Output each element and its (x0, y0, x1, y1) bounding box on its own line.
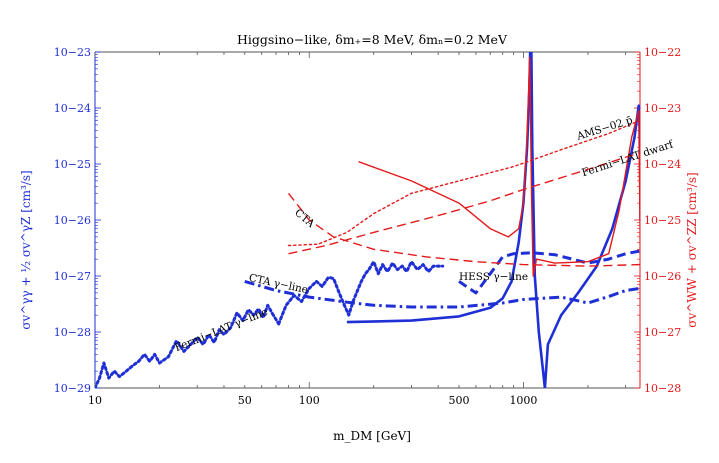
series-line-wino-prediction (346, 52, 640, 388)
y-right-tick-label: 10−22 (644, 46, 681, 59)
y-right-tick-label: 10−27 (644, 326, 681, 339)
series-line-cta (287, 192, 640, 267)
x-tick-label: 50 (238, 394, 252, 407)
y-left-tick-label: 10−23 (54, 46, 91, 59)
y-right-tick-label: 10−24 (644, 158, 681, 171)
series-group (95, 52, 640, 388)
y-left-tick-label: 10−25 (54, 158, 91, 171)
series-line-fermi-lat-line (95, 303, 281, 388)
chart-title: Higgsino−like, δm₊=8 MeV, δmₙ=0.2 MeV (237, 32, 508, 47)
x-tick-label: 1000 (509, 394, 537, 407)
y-left-tick-label: 10−24 (54, 102, 91, 115)
y-left-tick-label: 10−29 (54, 382, 91, 395)
x-axis-title: m_DM [GeV] (333, 429, 411, 443)
y-right-tick-label: 10−26 (644, 270, 681, 283)
series-line-ams-02-p (287, 119, 640, 247)
series-line-higgsino-ww-zz (358, 56, 640, 277)
y-left-tick-label: 10−27 (54, 270, 91, 283)
series-line-cta-line-dotted-segment (277, 260, 445, 326)
y-right-tick-label: 10−23 (644, 102, 681, 115)
y-left-tick-label: 10−26 (54, 214, 91, 227)
y-left-axis-title: σv^γγ + ½ σv^γZ [cm³/s] (19, 170, 33, 329)
annotation-label: HESS γ−line (459, 271, 528, 283)
x-tick-label: 100 (299, 394, 320, 407)
x-tick-label: 10 (88, 394, 102, 407)
y-right-tick-label: 10−28 (644, 382, 681, 395)
y-left-tick-label: 10−28 (54, 326, 91, 339)
y-right-tick-label: 10−25 (644, 214, 681, 227)
y-right-axis-title: σv^WW + σv^ZZ [cm³/s] (685, 172, 699, 327)
series-line-hess-line (458, 249, 640, 295)
series-line-fermi-lat-dwarf (288, 151, 640, 255)
x-tick-label: 500 (448, 394, 469, 407)
